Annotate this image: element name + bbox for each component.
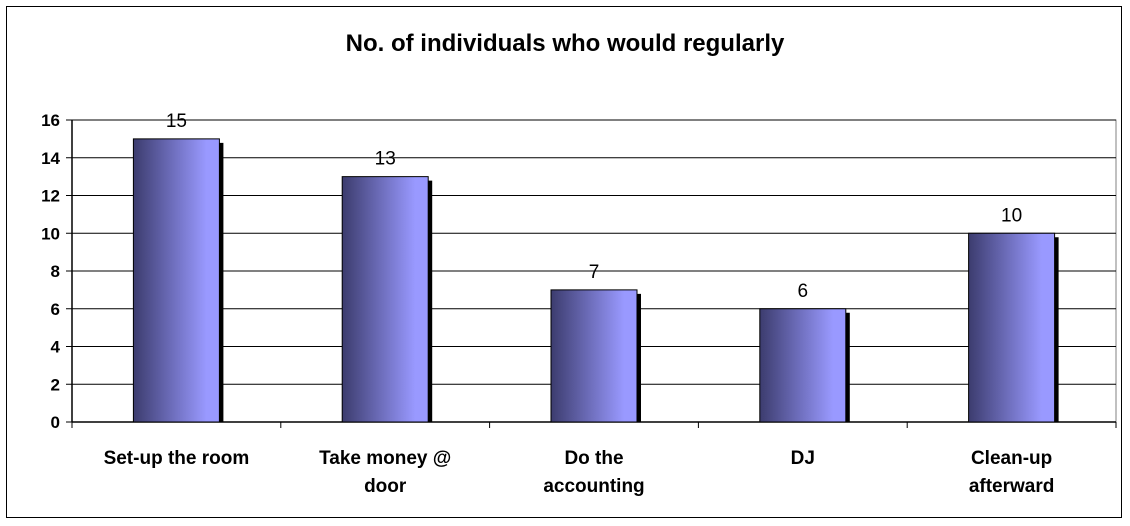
bar [132, 138, 220, 423]
category-label: Do the [564, 448, 623, 469]
y-tick-label: 10 [41, 224, 60, 243]
data-label: 6 [798, 281, 809, 302]
bar [550, 289, 638, 423]
y-tick-label: 0 [51, 413, 60, 432]
y-tick-label: 14 [41, 149, 60, 168]
data-label: 7 [589, 262, 600, 283]
y-tick-label: 12 [41, 187, 60, 206]
data-label: 13 [375, 149, 396, 170]
category-label: afterward [969, 476, 1055, 497]
chart-title: No. of individuals who would regularly [345, 30, 785, 57]
data-label: 15 [166, 111, 187, 132]
bar [341, 176, 429, 423]
y-tick-label: 4 [51, 338, 61, 357]
y-tick-label: 2 [51, 375, 60, 394]
category-label: Clean-up [971, 448, 1052, 469]
bar [759, 308, 847, 423]
y-tick-label: 16 [41, 111, 60, 130]
bars [132, 138, 1059, 423]
labels: 0 2 4 6 8 10 12 14 16 15 Set-up the room 13 Take mon… [41, 111, 1054, 497]
category-label: accounting [543, 476, 644, 497]
category-label: Take money @ [319, 448, 451, 469]
y-tick-label: 6 [51, 300, 60, 319]
category-label: DJ [791, 448, 815, 469]
bar [968, 232, 1056, 423]
category-label: door [364, 476, 407, 497]
category-label: Set-up the room [104, 448, 250, 469]
data-label: 10 [1001, 205, 1022, 226]
y-tick-label: 8 [51, 262, 60, 281]
